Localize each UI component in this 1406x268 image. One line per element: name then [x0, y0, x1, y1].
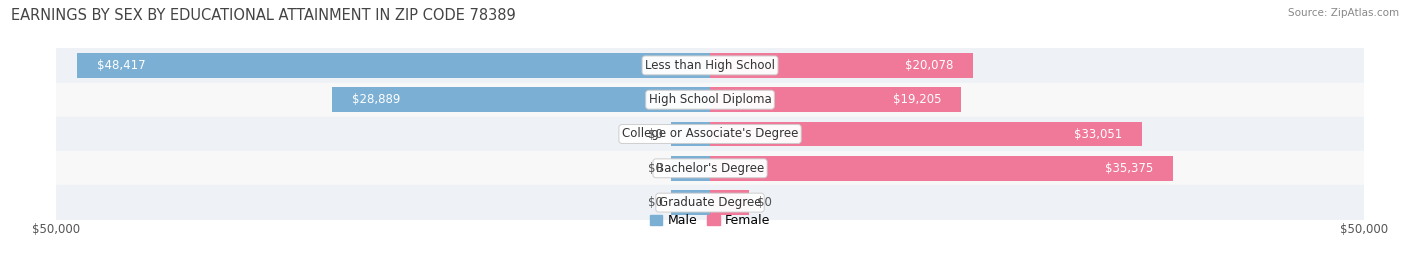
Bar — [710, 190, 749, 215]
Text: $33,051: $33,051 — [1074, 128, 1122, 140]
Text: $20,078: $20,078 — [904, 59, 953, 72]
Text: $35,375: $35,375 — [1105, 162, 1153, 175]
Text: $0: $0 — [756, 196, 772, 209]
Bar — [56, 48, 1364, 83]
Text: EARNINGS BY SEX BY EDUCATIONAL ATTAINMENT IN ZIP CODE 78389: EARNINGS BY SEX BY EDUCATIONAL ATTAINMEN… — [11, 8, 516, 23]
Bar — [56, 83, 1364, 117]
Bar — [710, 122, 1142, 146]
Bar — [56, 117, 1364, 151]
Text: $0: $0 — [648, 128, 664, 140]
Bar — [671, 190, 710, 215]
Bar — [710, 87, 962, 112]
Bar — [56, 185, 1364, 220]
Text: Graduate Degree: Graduate Degree — [659, 196, 761, 209]
Text: $0: $0 — [648, 196, 664, 209]
Bar — [710, 156, 1173, 181]
Bar — [671, 156, 710, 181]
Bar — [77, 53, 710, 78]
Text: Source: ZipAtlas.com: Source: ZipAtlas.com — [1288, 8, 1399, 18]
Text: $48,417: $48,417 — [97, 59, 145, 72]
Bar — [710, 53, 973, 78]
Legend: Male, Female: Male, Female — [650, 214, 770, 227]
Bar — [332, 87, 710, 112]
Text: $0: $0 — [648, 162, 664, 175]
Text: $28,889: $28,889 — [352, 93, 401, 106]
Text: Bachelor's Degree: Bachelor's Degree — [657, 162, 763, 175]
Text: $19,205: $19,205 — [893, 93, 942, 106]
Text: College or Associate's Degree: College or Associate's Degree — [621, 128, 799, 140]
Bar — [56, 151, 1364, 185]
Bar — [671, 122, 710, 146]
Text: High School Diploma: High School Diploma — [648, 93, 772, 106]
Text: Less than High School: Less than High School — [645, 59, 775, 72]
